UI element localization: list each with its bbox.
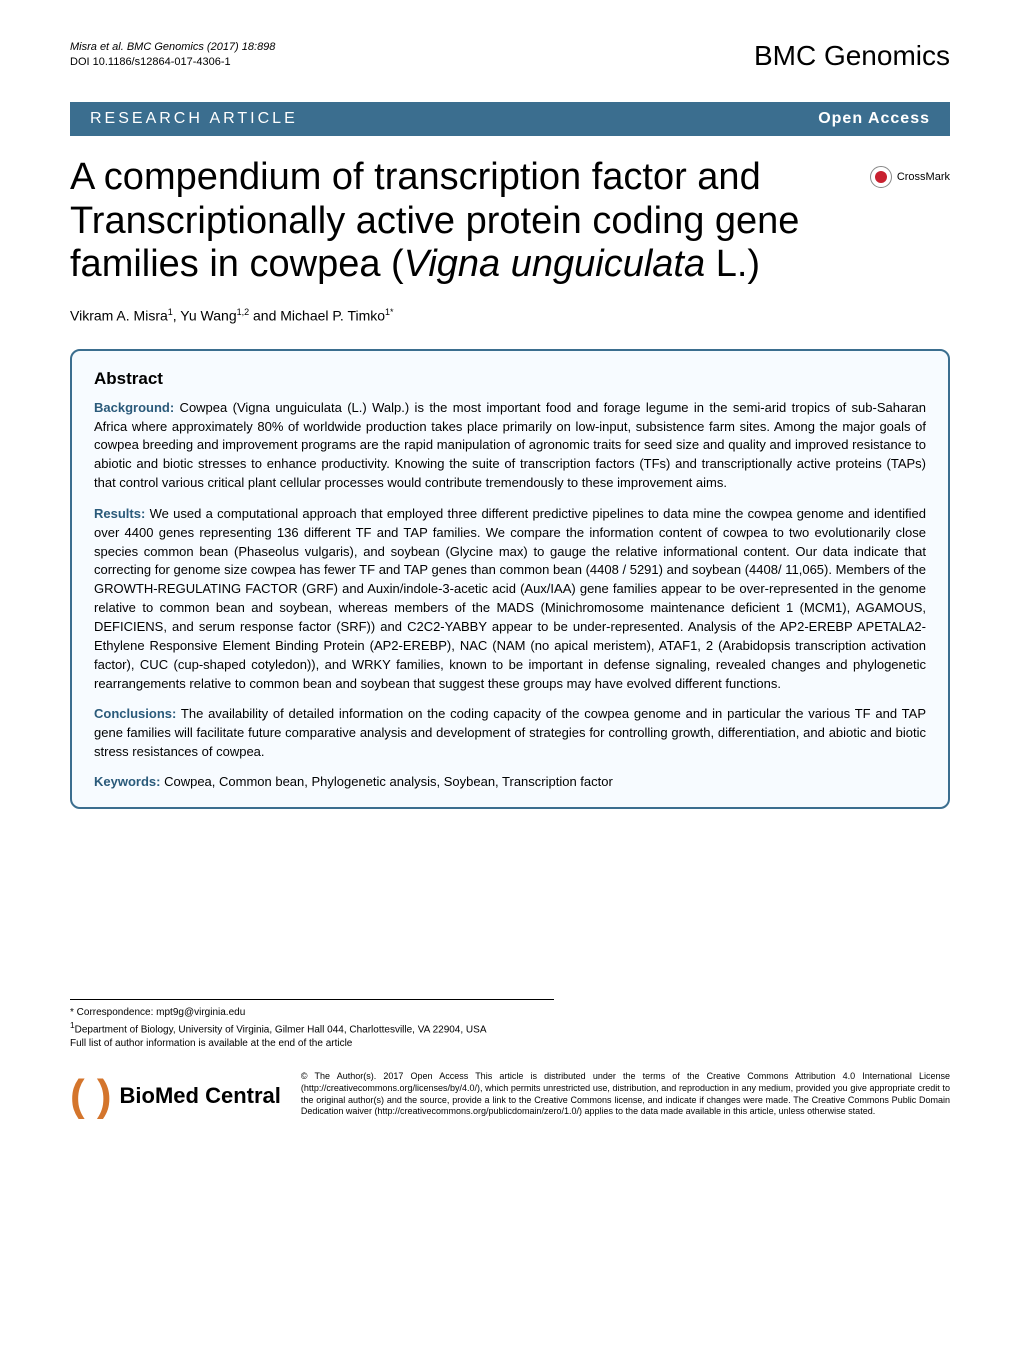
open-access-label: Open Access (818, 110, 930, 128)
citation: Misra et al. BMC Genomics (2017) 18:898 (70, 40, 275, 55)
abstract-heading: Abstract (94, 369, 926, 389)
article-title: A compendium of transcription factor and… (70, 156, 860, 287)
correspondence-block: * Correspondence: mpt9g@virginia.edu 1De… (70, 999, 554, 1051)
bmc-brackets-icon: ( ) (70, 1071, 112, 1121)
correspondence-affiliation: 1Department of Biology, University of Vi… (70, 1020, 554, 1037)
page-header: Misra et al. BMC Genomics (2017) 18:898 … (70, 40, 950, 72)
article-type-banner: RESEARCH ARTICLE Open Access (70, 102, 950, 136)
crossmark-icon (870, 166, 892, 188)
authors: Vikram A. Misra1, Yu Wang1,2 and Michael… (70, 307, 950, 324)
crossmark-label: CrossMark (897, 171, 950, 183)
footer-row: ( ) BioMed Central © The Author(s). 2017… (70, 1071, 950, 1121)
correspondence-note: Full list of author information is avail… (70, 1037, 554, 1051)
abstract-results: Results: We used a computational approac… (94, 505, 926, 693)
publisher-name: BioMed Central (120, 1083, 281, 1109)
journal-name: BMC Genomics (754, 40, 950, 72)
crossmark-badge[interactable]: CrossMark (870, 166, 950, 188)
correspondence-email: * Correspondence: mpt9g@virginia.edu (70, 1006, 554, 1020)
abstract-box: Abstract Background: Cowpea (Vigna ungui… (70, 349, 950, 809)
publisher-logo: ( ) BioMed Central (70, 1071, 281, 1121)
abstract-conclusions: Conclusions: The availability of detaile… (94, 705, 926, 762)
article-type: RESEARCH ARTICLE (90, 110, 298, 128)
abstract-keywords: Keywords: Cowpea, Common bean, Phylogene… (94, 774, 926, 789)
abstract-background: Background: Cowpea (Vigna unguiculata (L… (94, 399, 926, 493)
citation-block: Misra et al. BMC Genomics (2017) 18:898 … (70, 40, 275, 71)
doi: DOI 10.1186/s12864-017-4306-1 (70, 55, 275, 70)
license-text: © The Author(s). 2017 Open Access This a… (301, 1071, 950, 1118)
